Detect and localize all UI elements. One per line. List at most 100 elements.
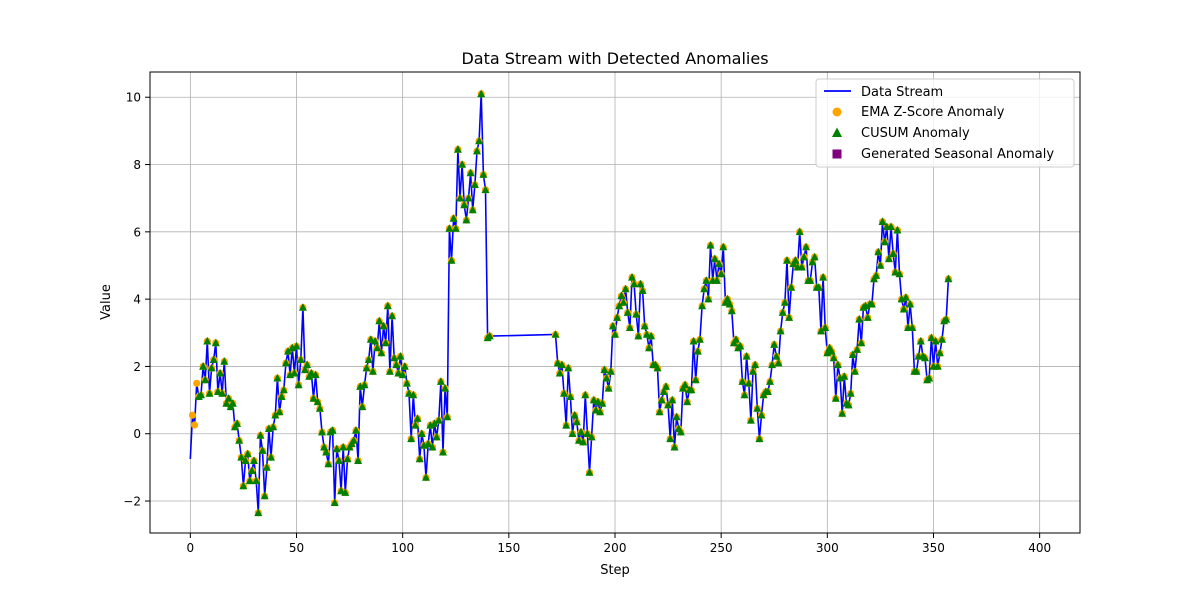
cusum-anomaly-point [551, 330, 560, 338]
x-tick-label: 350 [922, 541, 945, 555]
cusum-anomaly-point [290, 368, 299, 377]
cusum-anomaly-point [366, 335, 375, 343]
cusum-anomaly-point [237, 453, 246, 461]
cusum-anomaly-point [632, 310, 641, 318]
cusum-anomaly-point [751, 360, 760, 369]
y-tick-label: 6 [133, 225, 141, 239]
x-tick-label: 400 [1028, 541, 1051, 555]
cusum-anomaly-markers [194, 89, 953, 517]
cusum-anomaly-point [927, 333, 936, 342]
cusum-anomaly-point [585, 468, 594, 476]
cusum-anomaly-point [262, 463, 271, 471]
x-axis-ticks: 0 50 100 150 200 250 300 350 400 [187, 533, 1051, 555]
cusum-anomaly-point [577, 427, 585, 436]
cusum-anomaly-point [371, 336, 380, 345]
cusum-anomaly-point [931, 336, 940, 345]
cusum-anomaly-point [783, 256, 791, 264]
cusum-anomaly-point [617, 291, 626, 300]
cusum-anomaly-point [774, 358, 783, 367]
cusum-anomaly-point [895, 269, 904, 278]
cusum-anomaly-point [258, 446, 267, 454]
cusum-anomaly-point [572, 417, 581, 426]
cusum-anomaly-point [390, 353, 399, 362]
cusum-anomaly-point [715, 259, 723, 268]
cusum-anomaly-point [218, 389, 227, 397]
cusum-anomaly-point [594, 397, 602, 406]
cusum-anomaly-point [560, 389, 568, 397]
cusum-anomaly-point [772, 352, 781, 360]
cusum-anomaly-point [553, 358, 562, 367]
cusum-anomaly-point [330, 498, 339, 506]
cusum-anomaly-point [899, 304, 908, 313]
ema-anomaly-point [188, 411, 197, 419]
cusum-anomaly-point [197, 390, 205, 399]
cusum-anomaly-point [373, 343, 382, 352]
cusum-anomaly-point [479, 170, 488, 178]
cusum-anomaly-point [598, 399, 607, 407]
ema-anomaly-point [193, 379, 201, 387]
legend-box [815, 78, 1075, 168]
cusum-anomaly-point [245, 476, 254, 485]
cusum-anomaly-point [211, 338, 220, 347]
x-tick-label: 300 [816, 541, 839, 555]
cusum-anomaly-point [647, 331, 656, 340]
cusum-anomaly-point [785, 313, 794, 321]
cusum-anomaly-point [744, 379, 753, 387]
legend-label-seasonal: Generated Seasonal Anomaly [861, 147, 1054, 162]
cusum-anomaly-point [407, 434, 416, 443]
cusum-anomaly-point [906, 299, 915, 308]
cusum-anomaly-point [889, 249, 898, 257]
cusum-anomaly-point [360, 380, 369, 389]
cusum-anomaly-point [611, 330, 619, 338]
cusum-anomaly-point [600, 365, 609, 374]
cusum-anomaly-point [606, 367, 615, 375]
cusum-anomaly-point [763, 387, 772, 395]
cusum-anomaly-point [292, 341, 301, 350]
cusum-anomaly-point [379, 321, 388, 330]
cusum-anomaly-point [220, 357, 229, 365]
y-tick-label: 8 [133, 158, 141, 172]
cusum-anomaly-point [392, 360, 401, 369]
cusum-anomaly-point [770, 340, 779, 348]
cusum-anomaly-point [358, 402, 367, 411]
cusum-anomaly-point [638, 286, 647, 294]
cusum-anomaly-point [827, 347, 836, 355]
cusum-anomaly-point [855, 315, 864, 323]
cusum-anomaly-point [256, 431, 265, 439]
cusum-anomaly-point [434, 416, 443, 424]
cusum-anomaly-point [670, 442, 679, 451]
cusum-anomaly-point [402, 379, 411, 387]
x-tick-label: 200 [604, 541, 627, 555]
cusum-anomaly-point [275, 407, 284, 416]
plot-area [188, 89, 953, 517]
cusum-anomaly-point [460, 200, 469, 209]
cusum-anomaly-point [436, 377, 445, 385]
cusum-anomaly-point [704, 294, 713, 303]
x-tick-label: 250 [710, 541, 733, 555]
cusum-anomaly-point [252, 476, 261, 485]
cusum-anomaly-point [250, 456, 258, 464]
legend-triangle-swatch [832, 127, 842, 137]
cusum-anomaly-point [332, 444, 341, 453]
cusum-anomaly-point [281, 358, 290, 367]
cusum-anomaly-point [874, 247, 883, 256]
cusum-anomaly-point [738, 377, 747, 385]
cusum-anomaly-point [589, 395, 598, 404]
y-axis-ticks: −2 0 2 4 6 8 10 [123, 91, 150, 509]
cusum-anomaly-point [623, 308, 632, 316]
cusum-anomaly-point [566, 392, 575, 400]
cusum-anomaly-point [222, 399, 231, 407]
cusum-anomaly-point [428, 442, 437, 451]
cusum-anomaly-point [335, 456, 343, 464]
cusum-anomaly-point [710, 254, 719, 263]
cusum-anomaly-point [944, 274, 953, 283]
cusum-anomaly-point [409, 390, 418, 399]
cusum-anomaly-point [819, 273, 828, 281]
cusum-anomaly-point [621, 284, 630, 293]
cusum-anomaly-point [740, 390, 749, 399]
cusum-anomaly-point [630, 279, 639, 288]
cusum-anomaly-point [725, 299, 734, 308]
cusum-anomaly-point [254, 508, 263, 517]
cusum-anomaly-point [780, 298, 789, 306]
cusum-anomaly-point [732, 335, 740, 343]
